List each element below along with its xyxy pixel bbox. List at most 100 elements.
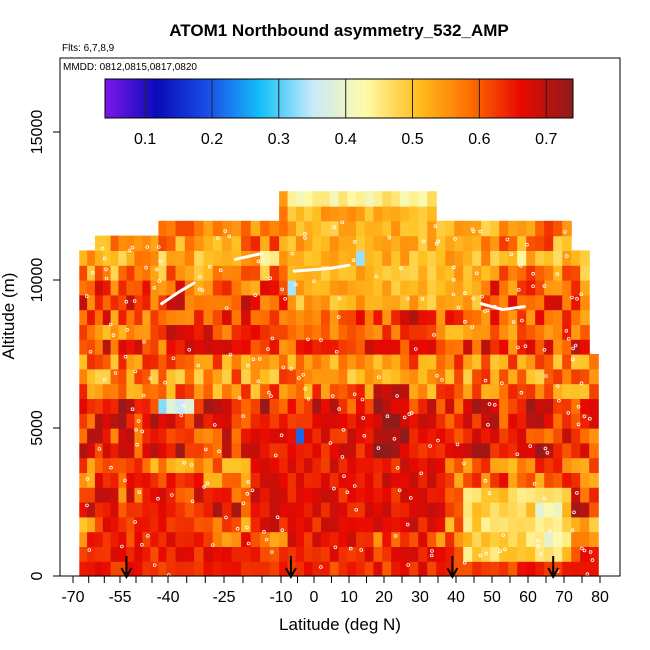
heatmap-cell — [194, 309, 204, 325]
sample-marker — [374, 274, 379, 279]
heatmap-cell — [400, 220, 410, 237]
colorbar-segment — [502, 79, 507, 118]
sample-marker — [419, 471, 424, 476]
heatmap-cell — [373, 294, 383, 311]
heatmap-cell — [304, 398, 313, 414]
heatmap-cell — [126, 294, 135, 311]
heatmap-cell — [373, 561, 383, 577]
heatmap-cell — [356, 531, 366, 547]
heatmap-cell — [454, 309, 464, 325]
heatmap-cell — [102, 383, 112, 399]
heatmap-cell — [338, 220, 348, 237]
heatmap-cell — [329, 280, 340, 296]
heatmap-cell — [499, 546, 509, 562]
colorbar-segment — [352, 79, 357, 118]
heatmap-cell — [499, 250, 509, 266]
heatmap-cell — [79, 546, 88, 562]
heatmap-cell — [158, 354, 167, 370]
heatmap-cell — [526, 265, 536, 281]
heatmap-cell — [338, 487, 348, 503]
heatmap-cell — [250, 324, 261, 340]
heatmap-cell — [454, 354, 464, 370]
sample-marker — [539, 552, 543, 556]
sample-marker — [453, 237, 457, 241]
heatmap-cell — [126, 339, 135, 355]
heatmap-cell — [279, 442, 289, 459]
heatmap-cell — [175, 250, 186, 266]
heatmap-cell — [222, 354, 233, 370]
heatmap-cell — [241, 383, 252, 399]
heatmap-cell — [382, 442, 392, 459]
heatmap-cell — [571, 280, 581, 296]
sample-marker — [136, 419, 141, 423]
heatmap-cell — [535, 502, 545, 518]
heatmap-cell — [150, 368, 159, 385]
heatmap-cell — [150, 531, 159, 547]
heatmap-cell — [356, 561, 366, 577]
heatmap-cell — [472, 531, 482, 547]
heatmap-cell — [356, 250, 366, 266]
heatmap-cell — [490, 457, 500, 473]
heatmap-cell — [175, 472, 186, 488]
heatmap-cell — [250, 546, 261, 562]
heatmap-cell — [166, 487, 177, 503]
heatmap-cell — [184, 502, 195, 518]
heatmap-cell — [203, 235, 214, 251]
sample-marker — [281, 365, 286, 370]
heatmap-cell — [87, 294, 96, 311]
heatmap-cell — [526, 235, 536, 251]
heatmap-cell — [409, 457, 419, 473]
heatmap-cell — [589, 516, 599, 533]
heatmap-cell — [279, 354, 289, 370]
heatmap-cell — [580, 472, 590, 488]
sample-marker — [306, 396, 311, 401]
heatmap-cell — [102, 442, 112, 459]
sample-marker — [182, 460, 187, 465]
sample-marker — [361, 416, 366, 420]
sample-marker — [189, 463, 194, 467]
heatmap-cell — [445, 457, 455, 473]
heatmap-cell — [321, 294, 331, 311]
heatmap-cell — [175, 265, 186, 281]
colorbar-segment — [302, 79, 307, 118]
heatmap-cell — [544, 413, 554, 429]
heatmap-cell — [269, 442, 280, 459]
heatmap-cell — [391, 383, 401, 399]
heatmap-cell — [150, 428, 159, 444]
sample-marker — [319, 338, 323, 342]
sample-marker — [341, 427, 346, 432]
sample-marker — [376, 446, 381, 450]
heatmap-cell — [94, 265, 104, 281]
heatmap-cell — [295, 561, 305, 577]
heatmap-cell — [142, 546, 151, 562]
sample-marker — [120, 544, 124, 549]
heatmap-cell — [279, 191, 289, 207]
colorbar-segment — [161, 79, 166, 118]
sample-marker — [500, 381, 504, 386]
sample-marker — [157, 279, 162, 283]
heatmap-cell — [150, 502, 159, 518]
heatmap-cell — [118, 265, 127, 281]
sample-marker — [406, 563, 410, 567]
sample-marker — [213, 423, 217, 427]
heatmap-cell — [535, 220, 545, 237]
sample-marker — [377, 375, 381, 380]
sample-marker — [187, 347, 192, 352]
sample-marker — [330, 394, 335, 398]
heatmap-cell — [338, 235, 348, 251]
sample-marker — [266, 347, 270, 351]
heatmap-cell — [391, 235, 401, 251]
heatmap-cell — [212, 472, 223, 488]
heatmap-cell — [427, 531, 437, 547]
x-tick-label: -55 — [108, 589, 131, 606]
heatmap-cell — [508, 368, 518, 385]
heatmap-cell — [150, 354, 159, 370]
heatmap-cell — [250, 265, 261, 281]
sample-marker — [146, 534, 150, 538]
heatmap-cell — [373, 457, 383, 473]
heatmap-cell — [158, 220, 167, 237]
heatmap-cell — [562, 250, 572, 266]
heatmap-cell — [321, 413, 331, 429]
heatmap-cell — [427, 561, 437, 577]
heatmap-cell — [126, 235, 135, 251]
